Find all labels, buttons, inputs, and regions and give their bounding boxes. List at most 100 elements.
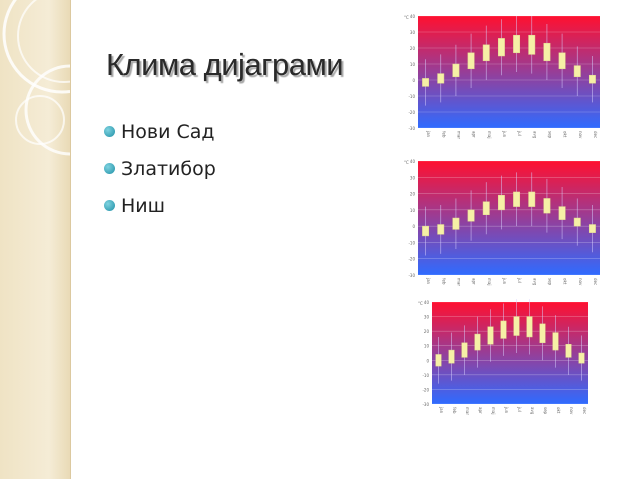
bullet-label: Златибор	[121, 157, 216, 180]
chart-x-tick-label: feb	[452, 407, 457, 414]
chart-bar	[573, 65, 581, 78]
chart-y-tick-label: 10	[410, 62, 416, 67]
chart-x-tick-label: jun	[502, 130, 507, 138]
chart-x-tick-label: dec	[593, 131, 598, 138]
chart-bar	[487, 326, 494, 345]
chart-background	[418, 161, 600, 275]
chart-y-tick-label: 10	[424, 344, 430, 349]
chart-x-tick-label: apr	[478, 407, 483, 414]
chart-bar	[528, 191, 536, 207]
chart-bar	[452, 63, 460, 78]
chart-bar	[543, 42, 551, 62]
chart-bar	[452, 217, 460, 230]
chart-x-tick-label: apr	[472, 131, 477, 138]
chart-background	[432, 302, 588, 404]
chart-y-tick-label: 40	[410, 14, 416, 19]
chart-bar	[573, 217, 581, 227]
chart-y-tick-label: 40	[410, 159, 416, 164]
chart-y-axis-label: °C	[404, 160, 409, 165]
bullet-item: Ниш	[104, 187, 216, 224]
slide-title: Клима дијаграми	[106, 47, 344, 82]
chart-x-tick-label: jan	[439, 406, 444, 414]
bullet-label: Ниш	[121, 194, 166, 217]
chart-x-tick-label: jan	[426, 277, 431, 285]
chart-bar	[558, 206, 566, 220]
bullet-icon	[104, 126, 115, 137]
chart-x-tick-label: avg	[530, 407, 535, 415]
chart-bar	[588, 224, 596, 233]
chart-y-tick-label: -10	[422, 373, 429, 378]
chart-x-tick-label: mar	[465, 407, 470, 415]
chart-bar	[435, 354, 442, 367]
chart-bar	[578, 352, 585, 364]
chart-bar	[474, 333, 481, 351]
chart-y-tick-label: 20	[410, 46, 416, 51]
chart-x-tick-label: jun	[504, 406, 509, 414]
decorative-circles-icon	[2, 0, 70, 156]
chart-y-tick-label: 20	[410, 192, 416, 197]
chart-bar	[543, 198, 551, 214]
chart-y-tick-label: -30	[408, 273, 415, 278]
chart-x-tick-label: avg	[532, 278, 537, 286]
chart-x-tick-label: jul	[517, 130, 522, 136]
chart-y-tick-label: 40	[424, 300, 430, 305]
chart-bar	[513, 191, 521, 207]
chart-bar	[497, 194, 505, 211]
chart-x-tick-label: jul	[517, 277, 522, 283]
chart-x-tick-label: sep	[547, 278, 552, 286]
chart-x-tick-label: nov	[569, 407, 574, 415]
chart-x-tick-label: sep	[547, 131, 552, 139]
chart-y-tick-label: 30	[410, 175, 416, 180]
chart-x-tick-label: maj	[491, 407, 496, 414]
chart-bar	[539, 323, 546, 344]
chart-x-tick-label: jun	[502, 277, 507, 285]
bullet-list: Нови Сад Златибор Ниш	[104, 113, 216, 224]
bullet-icon	[104, 163, 115, 174]
chart-x-tick-label: okt	[563, 131, 568, 138]
chart-bar	[482, 201, 490, 215]
chart-y-tick-label: 20	[424, 329, 430, 334]
chart-bar	[528, 34, 536, 55]
chart-x-tick-label: dec	[582, 407, 587, 414]
chart-bar	[588, 74, 596, 84]
chart-y-tick-label: 0	[412, 224, 415, 229]
chart-bar	[558, 52, 566, 70]
climate-chart-novi-sad: 40 30 20 10 0 -10 -20 -30 °C jan feb mar apr maj jun ju…	[404, 14, 600, 139]
chart-x-tick-label: feb	[441, 278, 446, 285]
chart-x-tick-label: apr	[472, 278, 477, 285]
chart-bar	[422, 78, 430, 87]
chart-x-tick-label: sep	[543, 407, 548, 415]
chart-x-tick-label: okt	[563, 278, 568, 285]
chart-bar	[565, 344, 572, 358]
decorative-sidebar	[0, 0, 71, 479]
bullet-item: Златибор	[104, 150, 216, 187]
chart-x-tick-label: jan	[426, 130, 431, 138]
chart-y-tick-label: -20	[422, 387, 429, 392]
chart-bar	[448, 349, 455, 364]
chart-y-tick-label: -30	[422, 402, 429, 407]
chart-bar	[526, 316, 533, 338]
chart-y-tick-label: -20	[408, 257, 415, 262]
chart-x-tick-label: feb	[441, 131, 446, 138]
chart-x-tick-label: mar	[456, 278, 461, 286]
chart-bar	[497, 38, 505, 57]
chart-bar	[552, 332, 559, 351]
chart-y-tick-label: -20	[408, 110, 415, 115]
chart-y-tick-label: 0	[426, 358, 429, 363]
chart-bar	[482, 44, 490, 62]
chart-bar	[437, 224, 445, 235]
bullet-item: Нови Сад	[104, 113, 216, 150]
chart-y-tick-label: -30	[408, 126, 415, 131]
chart-y-tick-label: -10	[408, 94, 415, 99]
chart-y-axis-label: °C	[418, 301, 423, 306]
chart-bar	[513, 316, 520, 336]
chart-x-tick-label: nov	[578, 131, 583, 139]
chart-bar	[467, 209, 475, 222]
climate-chart-zlatibor: 40 30 20 10 0 -10 -20 -30 °C jan feb mar apr maj jun ju…	[404, 159, 600, 286]
chart-bar	[513, 34, 521, 54]
chart-y-axis-label: °C	[404, 15, 409, 20]
chart-y-tick-label: -10	[408, 240, 415, 245]
chart-bar	[500, 320, 507, 339]
chart-y-tick-label: 30	[410, 30, 416, 35]
